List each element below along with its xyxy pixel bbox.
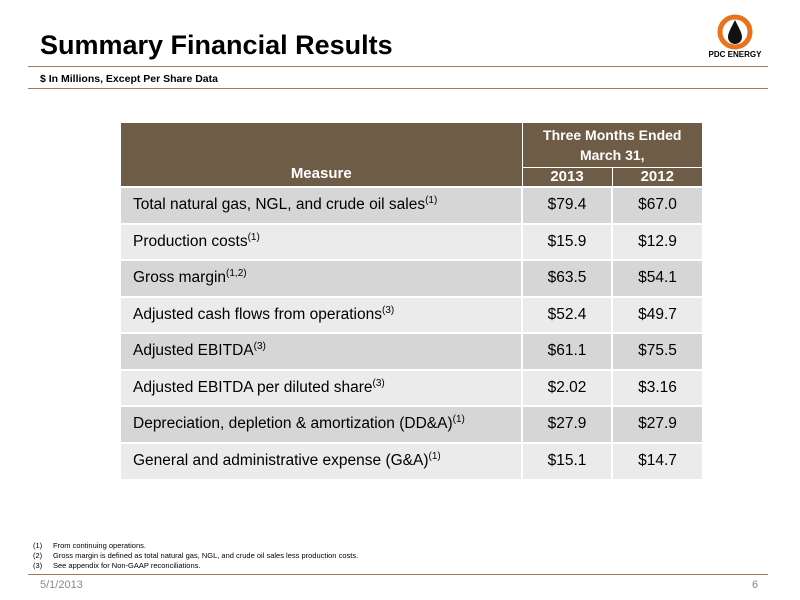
footnote-ref: (3) xyxy=(253,341,266,353)
measure-column-header: Measure xyxy=(121,123,523,187)
measure-cell: Depreciation, depletion & amortization (… xyxy=(121,405,522,443)
footnotes: (1) From continuing operations. (2) Gross … xyxy=(33,541,358,571)
logo-text: PDC ENERGY xyxy=(708,50,762,59)
measure-cell: Total natural gas, NGL, and crude oil sa… xyxy=(121,186,522,224)
financial-results-table: Measure Three Months Ended March 31, 201… xyxy=(121,123,702,479)
table-row: Adjusted EBITDA per diluted share(3) $2.… xyxy=(121,368,702,406)
measure-cell: Adjusted EBITDA per diluted share(3) xyxy=(121,368,522,406)
subtitle: $ In Millions, Except Per Share Data xyxy=(40,73,218,85)
value-2013-cell: $79.4 xyxy=(521,186,612,224)
measure-label: Adjusted EBITDA xyxy=(133,342,254,360)
pdc-energy-logo xyxy=(717,14,753,50)
table-row: Adjusted EBITDA(3) $61.1 $75.5 xyxy=(121,332,702,370)
logo-ring xyxy=(717,14,753,50)
measure-label: Production costs xyxy=(133,232,248,250)
value-2013-cell: $15.1 xyxy=(521,441,612,479)
footer-divider xyxy=(28,574,768,575)
slide-title: Summary Financial Results xyxy=(40,30,393,60)
value-2013-cell: $27.9 xyxy=(521,405,612,443)
footnote-ref: (1) xyxy=(428,451,441,463)
value-2012-cell: $49.7 xyxy=(611,295,702,333)
footnote-number: (1) xyxy=(33,541,43,550)
value-2013-cell: $61.1 xyxy=(521,332,612,370)
value-2013-cell: $2.02 xyxy=(521,368,612,406)
title-divider xyxy=(28,66,768,67)
measure-label: Adjusted EBITDA per diluted share xyxy=(133,378,373,396)
measure-label: Gross margin xyxy=(133,269,227,287)
table-row: Production costs(1) $15.9 $12.9 xyxy=(121,222,702,260)
table-row: Adjusted cash flows from operations(3) $… xyxy=(121,295,702,333)
period-column-header: Three Months Ended March 31, xyxy=(522,123,702,168)
year-2013-header: 2013 xyxy=(522,167,613,187)
measure-label: Depreciation, depletion & amortization (… xyxy=(133,415,453,433)
value-2012-cell: $75.5 xyxy=(611,332,702,370)
year-2012-header: 2012 xyxy=(612,167,702,187)
value-2013-cell: $15.9 xyxy=(521,222,612,260)
value-2012-cell: $3.16 xyxy=(611,368,702,406)
value-2012-cell: $54.1 xyxy=(611,259,702,297)
measure-label: General and administrative expense (G&A) xyxy=(133,452,429,470)
value-2012-cell: $14.7 xyxy=(611,441,702,479)
measure-label: Total natural gas, NGL, and crude oil sa… xyxy=(133,196,426,214)
value-2012-cell: $12.9 xyxy=(611,222,702,260)
table-row: Total natural gas, NGL, and crude oil sa… xyxy=(121,186,702,224)
footnote-item: (1) From continuing operations. xyxy=(33,541,358,551)
measure-cell: Production costs(1) xyxy=(121,222,522,260)
footnote-item: (2) Gross margin is defined as total natu… xyxy=(33,551,358,561)
measure-cell: Adjusted cash flows from operations(3) xyxy=(121,295,522,333)
footnote-ref: (1) xyxy=(425,195,438,207)
footnote-text: Gross margin is defined as total natural… xyxy=(53,551,359,560)
table-row: General and administrative expense (G&A)… xyxy=(121,441,702,479)
measure-label: Adjusted cash flows from operations xyxy=(133,305,382,323)
measure-cell: Adjusted EBITDA(3) xyxy=(121,332,522,370)
footnote-ref: (1) xyxy=(247,231,260,243)
footnote-number: (2) xyxy=(33,551,43,560)
value-2013-cell: $63.5 xyxy=(521,259,612,297)
footnote-ref: (3) xyxy=(372,377,385,389)
footnote-ref: (1) xyxy=(452,414,465,426)
table-row: Depreciation, depletion & amortization (… xyxy=(121,405,702,443)
footnote-text: From continuing operations. xyxy=(53,541,146,550)
value-2012-cell: $27.9 xyxy=(611,405,702,443)
logo-drop-icon xyxy=(728,20,742,44)
measure-cell: General and administrative expense (G&A)… xyxy=(121,441,522,479)
table-header-row: Measure Three Months Ended March 31, xyxy=(121,123,702,187)
page-number: 6 xyxy=(752,579,759,591)
footnote-text: See appendix for Non-GAAP reconciliation… xyxy=(53,561,201,570)
table-year-row: 2013 2012 xyxy=(121,167,702,187)
measure-cell: Gross margin(1,2) xyxy=(121,259,522,297)
period-header-text: Three Months Ended March 31, xyxy=(543,126,682,163)
footnote-ref: (3) xyxy=(381,304,395,316)
value-2012-cell: $67.0 xyxy=(611,186,702,224)
table-row: Gross margin(1,2) $63.5 $54.1 xyxy=(121,259,702,297)
value-2013-cell: $52.4 xyxy=(521,295,612,333)
footer-date: 5/1/2013 xyxy=(40,579,83,591)
footnote-item: (3) See appendix for Non-GAAP reconciliat… xyxy=(33,561,358,571)
subtitle-divider xyxy=(28,88,768,89)
footnote-number: (3) xyxy=(33,561,43,570)
footnote-ref: (1,2) xyxy=(226,268,247,280)
